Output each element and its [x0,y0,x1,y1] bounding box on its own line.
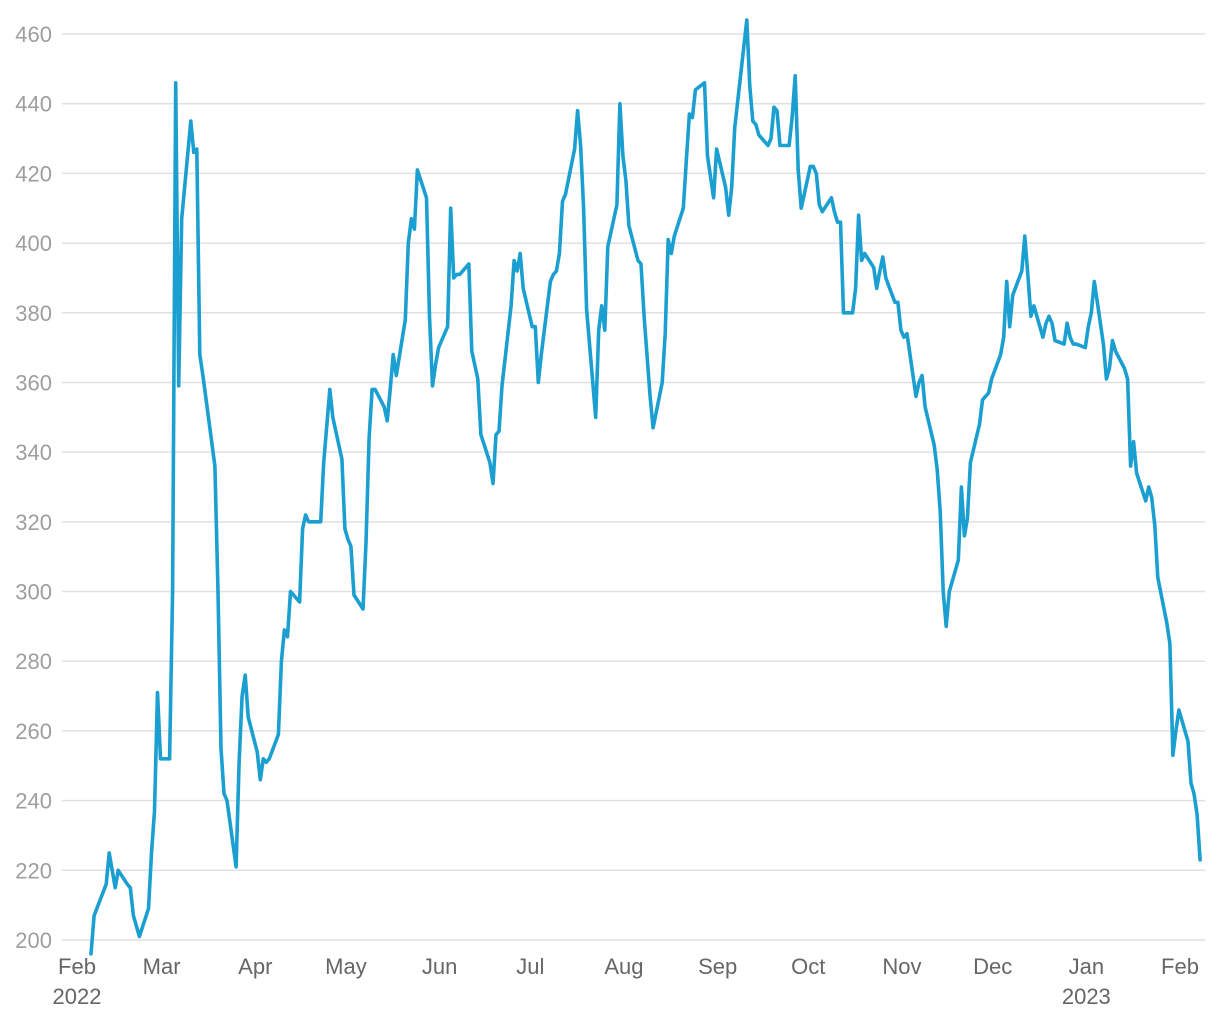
y-tick-label: 220 [15,858,52,883]
grid-lines [62,33,1205,941]
x-tick-year-label: 2023 [1062,984,1111,1009]
y-tick-label: 320 [15,510,52,535]
y-tick-label: 400 [15,231,52,256]
x-tick-label: Jan [1069,954,1104,979]
y-tick-label: 380 [15,301,52,326]
x-tick-label: Sep [698,954,737,979]
y-tick-label: 340 [15,440,52,465]
x-axis: Feb 2022 Mar Apr May Jun Jul Aug Sep Oct Nov Dec Jan… [53,954,1199,1009]
x-tick-label: Apr [238,954,272,979]
x-tick-label: Nov [882,954,921,979]
y-axis: 200 220 240 260 280 300 320 340 360 380 400 420 440 4… [15,22,52,953]
x-tick-label: Jul [516,954,544,979]
y-tick-label: 420 [15,161,52,186]
x-tick-label: Dec [973,954,1012,979]
y-tick-label: 360 [15,370,52,395]
y-tick-label: 240 [15,789,52,814]
x-tick-label: Mar [143,954,181,979]
x-tick-label: Aug [604,954,643,979]
y-tick-label: 260 [15,719,52,744]
x-tick-label: Feb [1161,954,1199,979]
y-tick-label: 460 [15,22,52,47]
y-tick-label: 440 [15,92,52,117]
series-line [89,18,1202,956]
x-tick-label: Oct [791,954,825,979]
y-tick-label: 300 [15,580,52,605]
y-tick-label: 280 [15,649,52,674]
x-tick-year-label: 2022 [53,984,102,1009]
y-tick-label: 200 [15,928,52,953]
series-group [89,18,1202,956]
x-tick-label: Jun [422,954,457,979]
x-tick-label: May [325,954,367,979]
x-tick-label: Feb [58,954,96,979]
